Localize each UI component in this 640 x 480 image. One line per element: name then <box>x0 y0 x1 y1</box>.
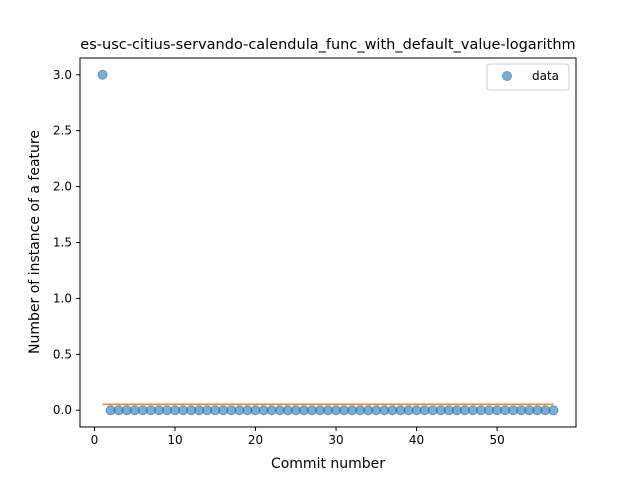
y-tick-label: 0.0 <box>53 403 72 417</box>
legend: data <box>486 63 570 91</box>
y-tick-label: 0.5 <box>53 347 72 361</box>
legend-label-data: data <box>532 69 559 83</box>
y-tick-label: 2.0 <box>53 180 72 194</box>
data-point <box>97 69 108 80</box>
x-tick-label: 20 <box>248 433 263 447</box>
x-tick-label: 40 <box>409 433 424 447</box>
y-tick-label: 2.5 <box>53 124 72 138</box>
y-tick-label: 1.0 <box>53 291 72 305</box>
data-point <box>548 405 559 416</box>
legend-box <box>486 63 570 91</box>
x-tick-label: 0 <box>91 433 99 447</box>
x-tick-label: 50 <box>489 433 504 447</box>
legend-marker-data <box>502 71 512 81</box>
x-tick-label: 10 <box>167 433 182 447</box>
x-axis-label: Commit number <box>271 456 385 472</box>
x-tick-label: 30 <box>328 433 343 447</box>
y-tick-label: 1.5 <box>53 236 72 250</box>
chart-title: es-usc-citius-servando-calendula_func_wi… <box>80 37 575 53</box>
y-axis-label: Number of instance of a feature <box>27 130 43 354</box>
plot-area: 0 10 20 30 40 50 0.0 0.5 1.0 1.5 2.0 2.5 3.0 <box>53 57 577 447</box>
y-tick-label: 3.0 <box>53 68 72 82</box>
